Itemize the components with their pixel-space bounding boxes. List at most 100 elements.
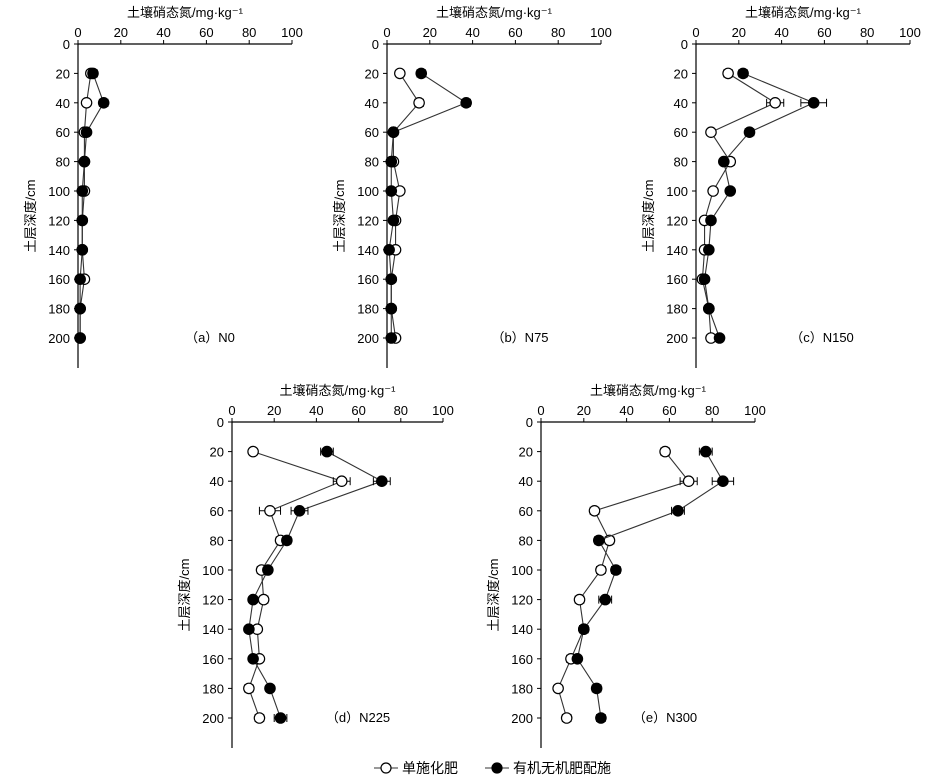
data-point [281, 534, 293, 547]
y-tick-label: 160 [202, 652, 224, 667]
x-tick-label: 0 [537, 403, 544, 418]
series-organic [383, 67, 472, 344]
data-point [385, 302, 398, 315]
data-point [610, 564, 622, 576]
x-tick-label: 80 [242, 25, 256, 40]
y-tick-label: 0 [217, 415, 224, 430]
data-point [718, 155, 730, 168]
x-tick-label: 60 [817, 25, 831, 40]
y-axis-title: 土层深度/cm [177, 559, 192, 632]
y-tick-label: 100 [666, 184, 688, 199]
x-tick-label: 80 [551, 25, 565, 40]
y-tick-label: 40 [674, 96, 688, 111]
x-axis-title: 土壤硝态氮/mg·kg⁻¹ [280, 383, 397, 398]
series-organic [571, 445, 735, 724]
x-tick-label: 100 [590, 25, 612, 40]
y-tick-label: 160 [357, 272, 379, 287]
data-point [415, 67, 428, 80]
x-tick-label: 40 [465, 25, 479, 40]
series-line [388, 72, 468, 338]
series-line [248, 451, 344, 719]
y-tick-label: 20 [674, 66, 688, 81]
y-tick-label: 40 [56, 96, 70, 111]
y-tick-label: 140 [511, 622, 533, 637]
data-point [705, 214, 717, 227]
y-tick-label: 40 [210, 474, 224, 489]
y-tick-label: 60 [674, 125, 688, 140]
x-tick-label: 0 [228, 403, 235, 418]
data-point [76, 244, 89, 256]
x-tick-label: 20 [577, 403, 591, 418]
x-tick-label: 0 [383, 25, 390, 40]
y-tick-label: 0 [681, 37, 688, 52]
y-tick-label: 120 [48, 213, 70, 228]
y-tick-label: 140 [48, 243, 70, 258]
series-line [248, 451, 384, 719]
data-point [577, 623, 590, 635]
y-tick-label: 200 [511, 711, 533, 726]
y-tick-label: 160 [666, 272, 688, 287]
series-organic [698, 67, 828, 344]
data-point [659, 445, 671, 458]
data-point [713, 332, 726, 344]
y-tick-label: 200 [357, 331, 379, 346]
data-point [573, 593, 586, 606]
data-point [413, 97, 425, 109]
data-point [383, 244, 395, 256]
data-point [460, 97, 472, 109]
chart-panel: 0 20 40 60 80 100 土壤硝态氮/mg·kg⁻¹ 0 20 40 60 80 100 120… [486, 383, 766, 748]
series-line [79, 73, 92, 338]
data-point [571, 652, 584, 665]
y-tick-label: 140 [202, 622, 224, 637]
y-tick-label: 80 [674, 155, 688, 170]
y-axis-title: 土层深度/cm [641, 180, 656, 253]
x-tick-label: 80 [705, 403, 719, 418]
data-point [253, 712, 266, 724]
data-point [87, 67, 99, 80]
x-tick-label: 20 [423, 25, 437, 40]
panel-label: （d）N225 [326, 710, 390, 725]
data-point [264, 504, 276, 517]
x-tick-label: 40 [619, 403, 633, 418]
data-point [699, 445, 712, 458]
data-point [321, 445, 333, 458]
y-tick-label: 60 [519, 504, 533, 519]
chart-panel: 0 20 40 60 80 100 土壤硝态氮/mg·kg⁻¹ 0 20 40 60 80 100 120… [177, 383, 454, 748]
panel-label: （c）N150 [790, 330, 854, 345]
data-point [595, 564, 607, 576]
y-tick-label: 40 [365, 96, 379, 111]
data-point [247, 652, 259, 665]
chart-panel: 0 20 40 60 80 100 土壤硝态氮/mg·kg⁻¹ 0 20 40 60 80 100 120… [641, 5, 921, 368]
y-tick-label: 180 [666, 302, 688, 317]
panels: 0 20 40 60 80 100 土壤硝态氮/mg·kg⁻¹ 0 20 40 60 80 100 120… [23, 5, 921, 748]
data-point [595, 712, 607, 724]
data-point [76, 214, 89, 227]
x-tick-label: 40 [309, 403, 323, 418]
data-point [293, 504, 306, 517]
y-tick-label: 80 [210, 533, 224, 548]
y-tick-label: 80 [365, 155, 379, 170]
y-tick-label: 200 [666, 331, 688, 346]
data-point [592, 534, 605, 547]
x-tick-label: 20 [114, 25, 128, 40]
data-point [705, 126, 717, 138]
x-tick-label: 60 [508, 25, 522, 40]
data-point [722, 67, 734, 80]
data-point [80, 126, 93, 138]
y-tick-label: 140 [666, 243, 688, 258]
y-tick-label: 140 [357, 243, 379, 258]
data-point [262, 564, 274, 576]
data-point [264, 682, 276, 695]
y-tick-label: 160 [48, 272, 70, 287]
x-tick-label: 60 [662, 403, 676, 418]
data-point [387, 214, 400, 227]
series-single [696, 67, 785, 344]
y-tick-label: 80 [56, 155, 70, 170]
y-tick-label: 60 [210, 504, 224, 519]
data-point [385, 332, 398, 344]
data-point [74, 273, 86, 285]
data-point [335, 475, 348, 487]
y-tick-label: 20 [210, 445, 224, 460]
y-tick-label: 100 [202, 563, 224, 578]
